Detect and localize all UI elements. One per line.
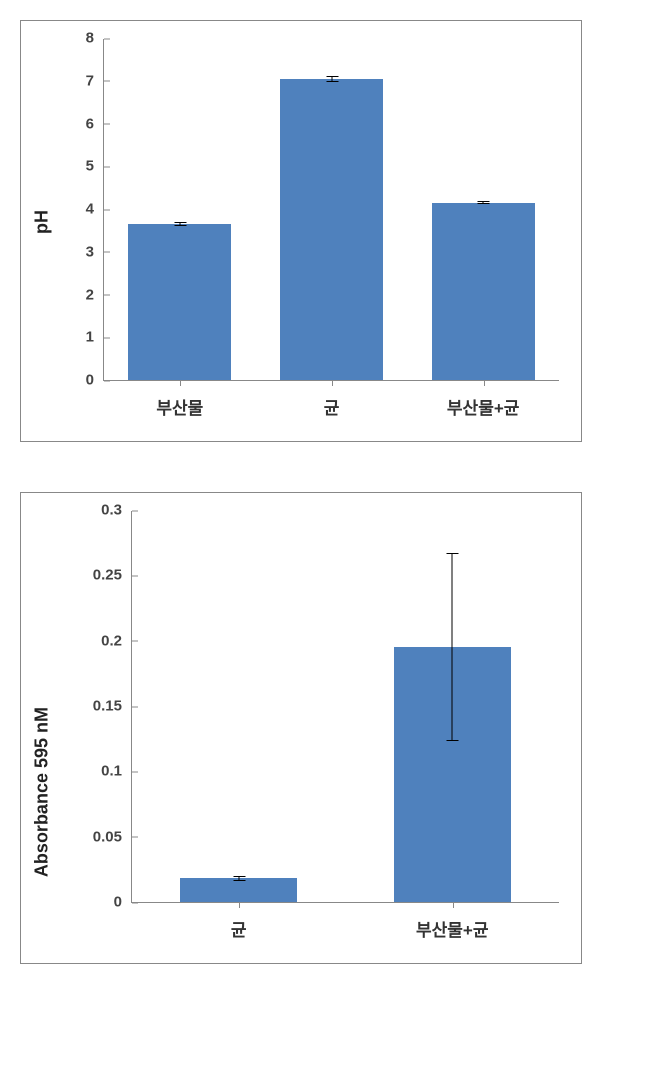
bar-group xyxy=(132,511,346,902)
error-bar xyxy=(452,553,453,741)
bar-group xyxy=(346,511,560,902)
bar xyxy=(432,203,535,380)
error-bar xyxy=(483,201,484,204)
y-tick-label: 7 xyxy=(86,72,104,89)
y-tick-label: 0.3 xyxy=(101,502,132,519)
plot-area: 012345678pH부산물균부산물+균 xyxy=(103,39,559,381)
y-tick-label: 0 xyxy=(114,894,132,911)
x-tick-label: 부산물 xyxy=(104,394,256,419)
y-tick-label: 0.05 xyxy=(93,828,132,845)
error-bar xyxy=(179,222,180,226)
y-tick-label: 5 xyxy=(86,158,104,175)
x-tick-label: 균 xyxy=(132,916,346,941)
y-tick-label: 1 xyxy=(86,329,104,346)
bar xyxy=(280,79,383,380)
plot-area: 00.050.10.150.20.250.3Absorbance 595 nM균… xyxy=(131,511,559,903)
bar xyxy=(394,647,511,902)
y-tick-label: 0 xyxy=(86,372,104,389)
bars-container xyxy=(104,39,559,380)
bar-group xyxy=(407,39,559,380)
y-tick-label: 0.25 xyxy=(93,567,132,584)
x-labels: 균부산물+균 xyxy=(132,902,559,941)
y-tick-label: 0.15 xyxy=(93,698,132,715)
bars-container xyxy=(132,511,559,902)
y-axis-label: Absorbance 595 nM xyxy=(32,707,53,877)
bar xyxy=(180,878,297,902)
error-bar xyxy=(331,76,332,82)
bar-group xyxy=(256,39,408,380)
y-axis-label: pH xyxy=(32,210,53,234)
error-bar xyxy=(238,876,239,881)
y-tick-label: 4 xyxy=(86,201,104,218)
ph-bar-chart: 0 1 2 3 4 5 6 7 8 pH 부산물균부산물+균 xyxy=(20,20,582,442)
y-tick-label: 2 xyxy=(86,286,104,303)
absorbance-bar-chart: 0 0.05 0.1 0.15 0.2 0.25 0.3 Absorbance 595 nM 균… xyxy=(20,492,582,964)
bar-group xyxy=(104,39,256,380)
y-tick-label: 0.1 xyxy=(101,763,132,780)
x-tick-label: 부산물+균 xyxy=(346,916,560,941)
y-tick-label: 8 xyxy=(86,30,104,47)
y-tick-label: 6 xyxy=(86,115,104,132)
y-tick-label: 3 xyxy=(86,243,104,260)
x-tick-label: 부산물+균 xyxy=(407,394,559,419)
x-tick-label: 균 xyxy=(256,394,408,419)
x-labels: 부산물균부산물+균 xyxy=(104,380,559,419)
bar xyxy=(128,224,231,380)
y-tick-label: 0.2 xyxy=(101,632,132,649)
